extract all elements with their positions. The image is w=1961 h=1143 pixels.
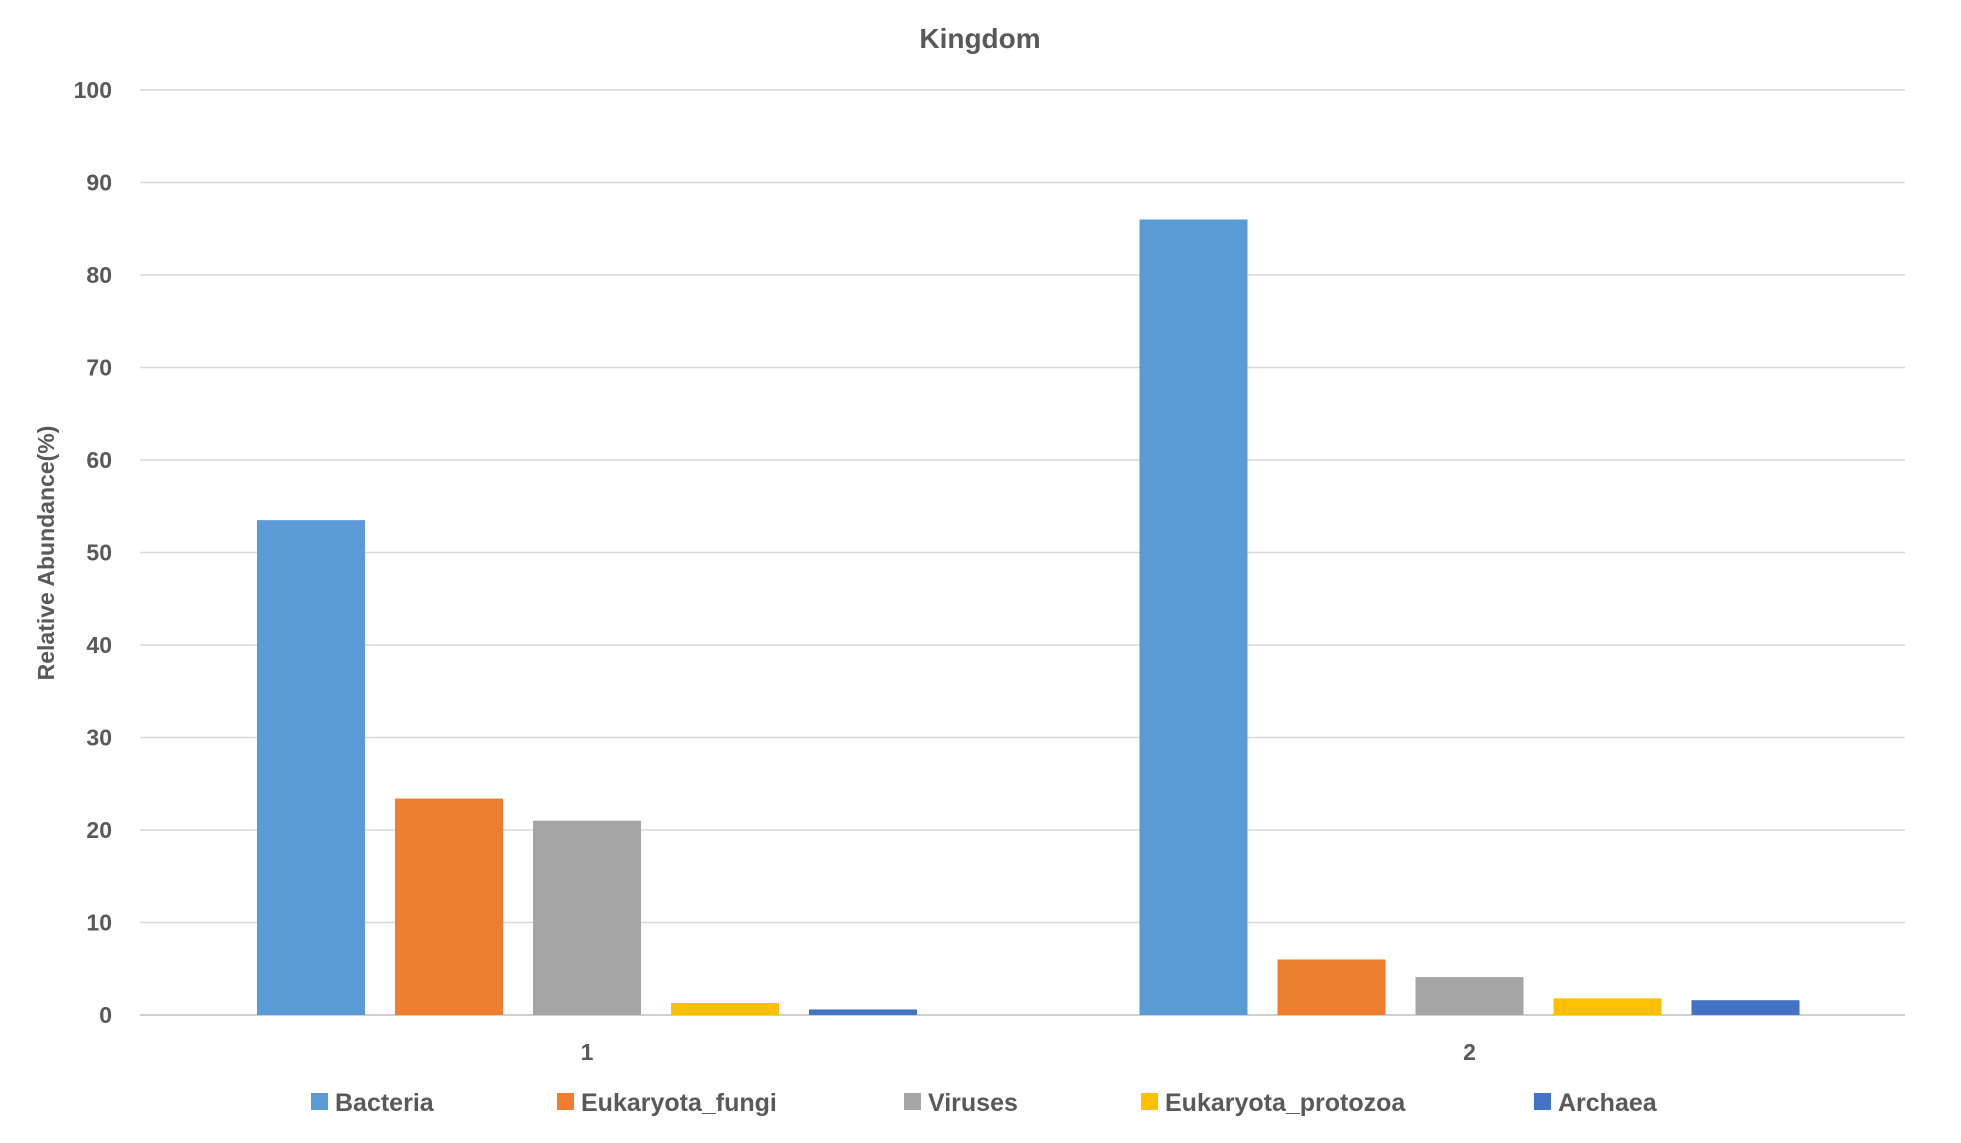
legend-label: Viruses xyxy=(928,1089,1018,1117)
legend-swatch xyxy=(904,1093,921,1110)
legend-swatch xyxy=(1534,1093,1551,1110)
legend-label: Eukaryota_fungi xyxy=(581,1089,777,1117)
bar-bacteria-2 xyxy=(1139,219,1248,1015)
x-tick-label: 1 xyxy=(581,1039,594,1065)
legend-label: Bacteria xyxy=(335,1089,435,1117)
legend-item-viruses: Viruses xyxy=(904,1089,1018,1117)
y-tick-label: 80 xyxy=(86,262,112,288)
legend-item-eukaryota-protozoa: Eukaryota_protozoa xyxy=(1141,1089,1406,1117)
y-axis-label: Relative Abundance(%) xyxy=(33,426,59,681)
y-tick-label: 50 xyxy=(86,540,112,566)
y-tick-label: 30 xyxy=(86,725,112,751)
legend: Bacteria Eukaryota_fungi Viruses Eukaryota_… xyxy=(311,1089,1658,1117)
y-tick-label: 90 xyxy=(86,170,112,196)
y-tick-label: 60 xyxy=(86,447,112,473)
bar-viruses-2 xyxy=(1415,977,1524,1015)
bar-eukaryota-fungi-1 xyxy=(395,798,503,1015)
y-tick-label: 20 xyxy=(86,817,112,843)
legend-swatch xyxy=(557,1093,574,1110)
legend-item-bacteria: Bacteria xyxy=(311,1089,435,1117)
bars xyxy=(257,219,1800,1015)
bar-eukaryota-protozoa-1 xyxy=(671,1002,779,1015)
bar-viruses-1 xyxy=(533,820,641,1015)
legend-item-archaea: Archaea xyxy=(1534,1089,1658,1117)
y-tick-label: 40 xyxy=(86,632,112,658)
bar-archaea-1 xyxy=(809,1009,917,1015)
y-tick-label: 100 xyxy=(74,77,112,103)
legend-swatch xyxy=(311,1093,328,1110)
y-tick-label: 10 xyxy=(86,910,112,936)
chart-title: Kingdom xyxy=(919,23,1040,54)
y-tick-label: 70 xyxy=(86,355,112,381)
bar-eukaryota-protozoa-2 xyxy=(1553,998,1662,1015)
bar-archaea-2 xyxy=(1691,1000,1800,1015)
legend-label: Eukaryota_protozoa xyxy=(1165,1089,1406,1117)
legend-label: Archaea xyxy=(1558,1089,1658,1117)
bar-eukaryota-fungi-2 xyxy=(1277,959,1386,1015)
y-tick-label: 0 xyxy=(99,1002,112,1028)
legend-item-eukaryota-fungi: Eukaryota_fungi xyxy=(557,1089,777,1117)
x-tick-label: 2 xyxy=(1463,1039,1476,1065)
y-axis-label-group: Relative Abundance(%) xyxy=(33,426,59,681)
legend-swatch xyxy=(1141,1093,1158,1110)
bar-bacteria-1 xyxy=(257,520,365,1015)
y-tick-labels: 0 10 20 30 40 50 60 70 80 90 100 xyxy=(74,77,112,1028)
